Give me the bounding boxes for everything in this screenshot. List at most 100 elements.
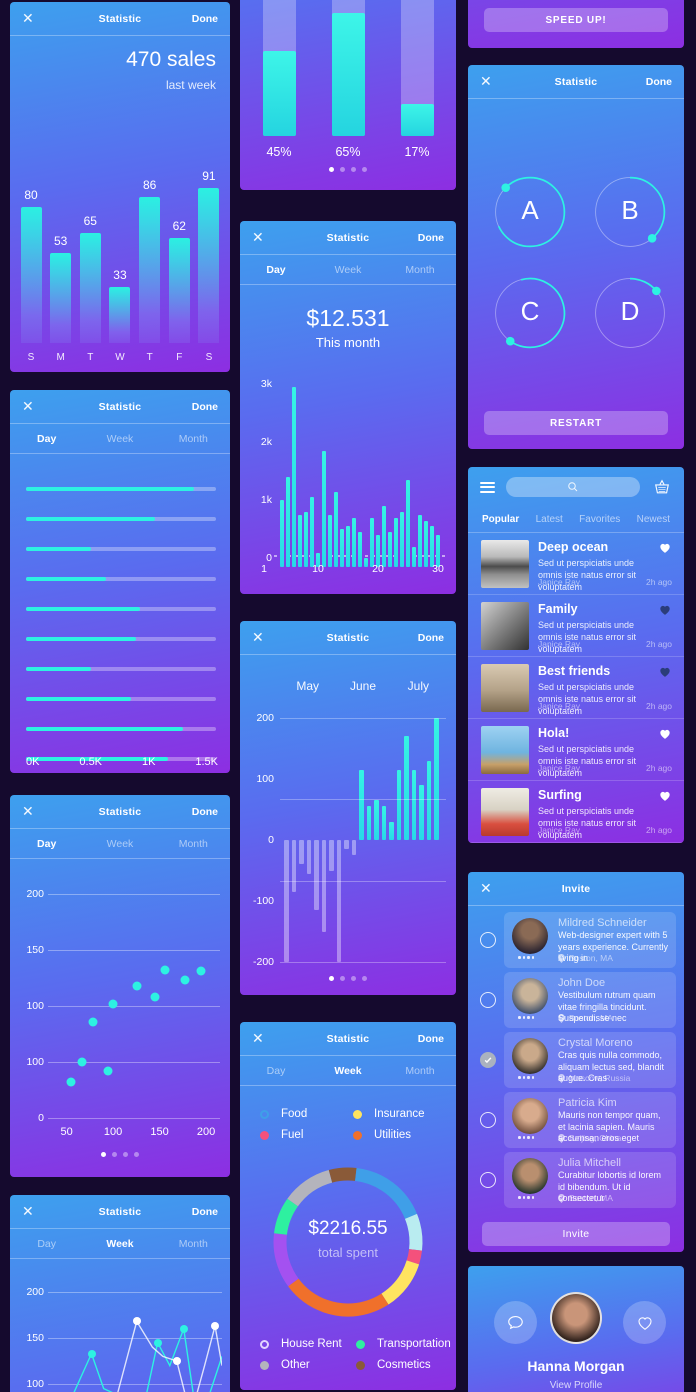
tab-week[interactable]: Week <box>106 1237 134 1250</box>
done-button[interactable]: Done <box>417 1032 444 1045</box>
done-button[interactable]: Done <box>191 400 218 413</box>
close-icon[interactable]: ✕ <box>252 229 264 245</box>
tab-day[interactable]: Day <box>37 837 57 850</box>
tab-month[interactable]: Month <box>178 1237 208 1250</box>
page-dots[interactable] <box>10 1152 230 1157</box>
page-dot[interactable] <box>362 167 367 172</box>
tab-june[interactable]: June <box>349 679 376 693</box>
positive-bar <box>411 769 416 840</box>
done-button[interactable]: Done <box>645 75 672 88</box>
tab-month[interactable]: Month <box>178 432 208 445</box>
heart-icon[interactable] <box>658 727 672 746</box>
invite-card[interactable]: Mildred Schneider Web-designer expert wit… <box>504 912 676 968</box>
done-button[interactable]: Done <box>417 231 444 244</box>
close-icon[interactable]: ✕ <box>480 73 492 89</box>
person-name: Mildred Schneider <box>558 917 647 929</box>
radio-checked[interactable] <box>480 1052 496 1068</box>
tab-may[interactable]: May <box>296 679 319 693</box>
progress-circle-d[interactable]: D <box>587 270 673 356</box>
feed-item[interactable]: Hola! Sed ut perspiciatis unde omnis iste… <box>468 719 684 781</box>
page-dot[interactable] <box>329 167 334 172</box>
basket-icon[interactable] <box>652 477 672 497</box>
page-dot[interactable] <box>329 976 334 981</box>
tab-month[interactable]: Month <box>405 263 435 276</box>
page-dot[interactable] <box>362 976 367 981</box>
chat-bubble-icon <box>508 1315 523 1330</box>
tab-newest[interactable]: Newest <box>636 514 670 525</box>
radio-unchecked[interactable] <box>480 992 496 1008</box>
heart-icon[interactable] <box>658 789 672 808</box>
done-button[interactable]: Done <box>417 631 444 644</box>
close-icon[interactable]: ✕ <box>22 803 34 819</box>
radio-unchecked[interactable] <box>480 932 496 948</box>
page-dot[interactable] <box>112 1152 117 1157</box>
feed-item[interactable]: Surfing Sed ut perspiciatis unde omnis is… <box>468 781 684 843</box>
done-button[interactable]: Done <box>191 12 218 25</box>
page-dot[interactable] <box>340 976 345 981</box>
page-dots[interactable] <box>240 976 456 981</box>
tab-week[interactable]: Week <box>334 263 362 276</box>
tab-month[interactable]: Month <box>405 1064 435 1077</box>
progress-circle-b[interactable]: B <box>587 169 673 255</box>
page-dot[interactable] <box>134 1152 139 1157</box>
close-icon[interactable]: ✕ <box>480 880 492 896</box>
percent-bar-track <box>331 0 365 136</box>
invite-card[interactable]: Julia Mitchell Curabitur lobortis id lore… <box>504 1152 676 1208</box>
invite-card[interactable]: Patricia Kim Mauris non tempor quam, et l… <box>504 1092 676 1148</box>
tab-week[interactable]: Week <box>106 837 134 850</box>
legend-item: House Rent <box>260 1338 356 1350</box>
search-input[interactable] <box>506 477 640 497</box>
negative-bar <box>306 840 311 874</box>
close-icon[interactable]: ✕ <box>252 1030 264 1046</box>
tab-week[interactable]: Week <box>106 432 134 445</box>
page-dot[interactable] <box>351 976 356 981</box>
page-dot[interactable] <box>340 167 345 172</box>
pin-icon <box>558 1073 565 1083</box>
page-dot[interactable] <box>101 1152 106 1157</box>
close-icon[interactable]: ✕ <box>22 10 34 26</box>
restart-button[interactable]: RESTART <box>484 411 668 435</box>
invite-card[interactable]: Crystal Moreno Cras quis nulla commodo, a… <box>504 1032 676 1088</box>
tab-popular[interactable]: Popular <box>482 514 520 525</box>
donut-legend-top: Food Insurance Fuel Utilities <box>260 1108 446 1150</box>
page-dot[interactable] <box>123 1152 128 1157</box>
legend-marker <box>356 1360 365 1370</box>
tab-day[interactable]: Day <box>37 432 57 445</box>
feed-item[interactable]: Best friends Sed ut perspiciatis unde omn… <box>468 657 684 719</box>
tab-latest[interactable]: Latest <box>535 514 563 525</box>
heart-icon[interactable] <box>658 541 672 560</box>
speed-up-button[interactable]: SPEED UP! <box>484 8 668 32</box>
page-dot[interactable] <box>351 167 356 172</box>
tab-july[interactable]: July <box>407 679 429 693</box>
close-icon[interactable]: ✕ <box>252 629 264 645</box>
invite-card[interactable]: John Doe Vestibulum rutrum quam vitae fri… <box>504 972 676 1028</box>
heart-icon[interactable] <box>658 603 672 622</box>
invite-button[interactable]: Invite <box>482 1222 670 1246</box>
radio-unchecked[interactable] <box>480 1172 496 1188</box>
close-icon[interactable]: ✕ <box>22 1203 34 1219</box>
progress-row <box>26 534 216 564</box>
like-button[interactable] <box>623 1301 666 1344</box>
tab-week[interactable]: Week <box>334 1064 362 1077</box>
chat-button[interactable] <box>494 1301 537 1344</box>
heart-icon[interactable] <box>658 665 672 684</box>
sales-headline: 470 sales last week <box>126 48 216 92</box>
view-profile-link[interactable]: View Profile <box>549 1380 603 1391</box>
done-button[interactable]: Done <box>191 805 218 818</box>
month-caption: This month <box>315 335 381 350</box>
tab-month[interactable]: Month <box>178 837 208 850</box>
tab-day[interactable]: Day <box>37 1237 56 1250</box>
done-button[interactable]: Done <box>191 1205 218 1218</box>
page-dots[interactable] <box>240 167 456 172</box>
menu-icon[interactable] <box>480 479 496 495</box>
tab-favorites[interactable]: Favorites <box>579 514 621 525</box>
feed-item[interactable]: Family Sed ut perspiciatis unde omnis ist… <box>468 595 684 657</box>
tab-day[interactable]: Day <box>266 1064 286 1077</box>
tab-day[interactable]: Day <box>266 263 286 276</box>
close-icon[interactable]: ✕ <box>22 398 34 414</box>
radio-unchecked[interactable] <box>480 1112 496 1128</box>
feed-item[interactable]: Deep ocean Sed ut perspiciatis unde omnis… <box>468 533 684 595</box>
progress-circle-c[interactable]: C <box>487 270 573 356</box>
progress-circle-a[interactable]: A <box>487 169 573 255</box>
location-text: Beijing, China <box>569 1133 622 1143</box>
